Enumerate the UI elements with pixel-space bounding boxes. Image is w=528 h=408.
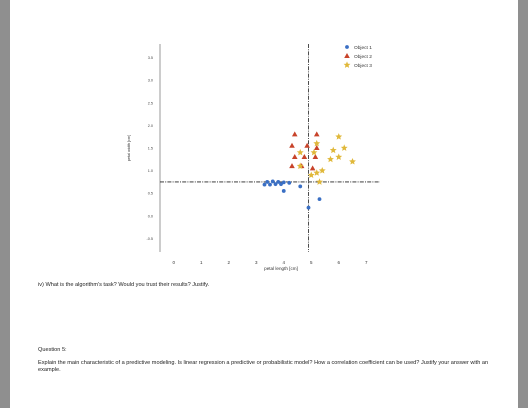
legend-label: Object 3 xyxy=(354,63,372,69)
x-tick-label: 1 xyxy=(200,260,203,265)
series-1-point xyxy=(270,179,275,184)
y-tick-label: 0.0 xyxy=(148,214,153,218)
series-1-point xyxy=(287,180,292,185)
question-5-body: Explain the main characteristic of a pre… xyxy=(38,360,489,374)
series-2-point xyxy=(291,154,298,160)
series-2-point xyxy=(313,145,320,150)
scatter-chart: 0 1 2 3 4 5 6 7 3.5 3.0 2.5 2.0 1.5 1.0 0.5 0.0 -0.5 peta… xyxy=(127,44,380,271)
series-3-point xyxy=(349,157,356,165)
legend-marker xyxy=(344,53,350,58)
x-tick-label: 7 xyxy=(365,260,368,265)
series-2-point xyxy=(304,142,310,148)
x-tick-label: 5 xyxy=(310,260,313,265)
series-1-point xyxy=(265,180,270,184)
series-1-point xyxy=(306,205,311,210)
series-2-point xyxy=(289,142,295,148)
series-1-point xyxy=(281,180,286,185)
series-3-point xyxy=(296,162,304,169)
y-tick-label: -0.5 xyxy=(146,237,153,241)
y-tick-label: 0.5 xyxy=(148,192,153,196)
series-1-point xyxy=(268,182,272,187)
legend-label: Object 1 xyxy=(354,45,372,51)
series-3-point xyxy=(316,178,323,185)
series-2-point xyxy=(289,163,295,169)
series-3-point xyxy=(313,169,321,176)
series-1-point xyxy=(273,182,278,187)
y-tick-label: 3.5 xyxy=(148,56,153,60)
series-1-point xyxy=(262,182,267,187)
series-1-point xyxy=(317,197,322,201)
series-3-point xyxy=(307,171,315,179)
series-3-point xyxy=(340,144,348,151)
series-3-point xyxy=(310,148,318,156)
document-page: 0 1 2 3 4 5 6 7 3.5 3.0 2.5 2.0 1.5 1.0 0.5 0.0 -0.5 peta… xyxy=(10,0,518,408)
series-3-point xyxy=(329,146,337,154)
x-tick-label: 6 xyxy=(337,260,340,265)
series-1-point xyxy=(279,182,283,187)
y-tick-label: 1.5 xyxy=(148,147,153,151)
y-tick-label: 2.0 xyxy=(148,124,153,128)
series-2-point xyxy=(301,154,308,160)
series-1-point xyxy=(276,180,281,184)
series-3-point xyxy=(318,167,326,174)
legend-label: Object 2 xyxy=(354,54,372,60)
y-axis-label: petal width [cm] xyxy=(127,135,131,161)
series-2-point xyxy=(313,131,320,137)
series-1-point xyxy=(281,189,286,193)
series-3-point xyxy=(335,133,343,140)
series-2-point xyxy=(291,131,298,137)
y-tick-label: 3.0 xyxy=(148,79,153,83)
series-2-point xyxy=(309,165,316,171)
series-1-point xyxy=(298,184,303,189)
question-5-heading: Question 5: xyxy=(38,347,67,353)
x-axis-label: petal length [cm] xyxy=(264,266,298,271)
x-tick-label: 3 xyxy=(255,260,258,265)
series-2-point xyxy=(312,154,319,160)
legend-marker xyxy=(343,61,351,68)
series-3-point xyxy=(296,148,304,156)
series-3-point xyxy=(313,139,321,147)
x-tick-label: 0 xyxy=(172,260,175,265)
series-3-point xyxy=(327,155,334,163)
legend-marker xyxy=(345,45,349,49)
y-tick-label: 1.0 xyxy=(148,169,153,173)
question-iv-text: iv) What is the algorithm's task? Would … xyxy=(38,282,210,288)
series-3-point xyxy=(335,153,343,160)
y-tick-label: 2.5 xyxy=(148,101,153,105)
x-tick-label: 4 xyxy=(282,260,285,265)
x-tick-label: 2 xyxy=(227,260,230,265)
